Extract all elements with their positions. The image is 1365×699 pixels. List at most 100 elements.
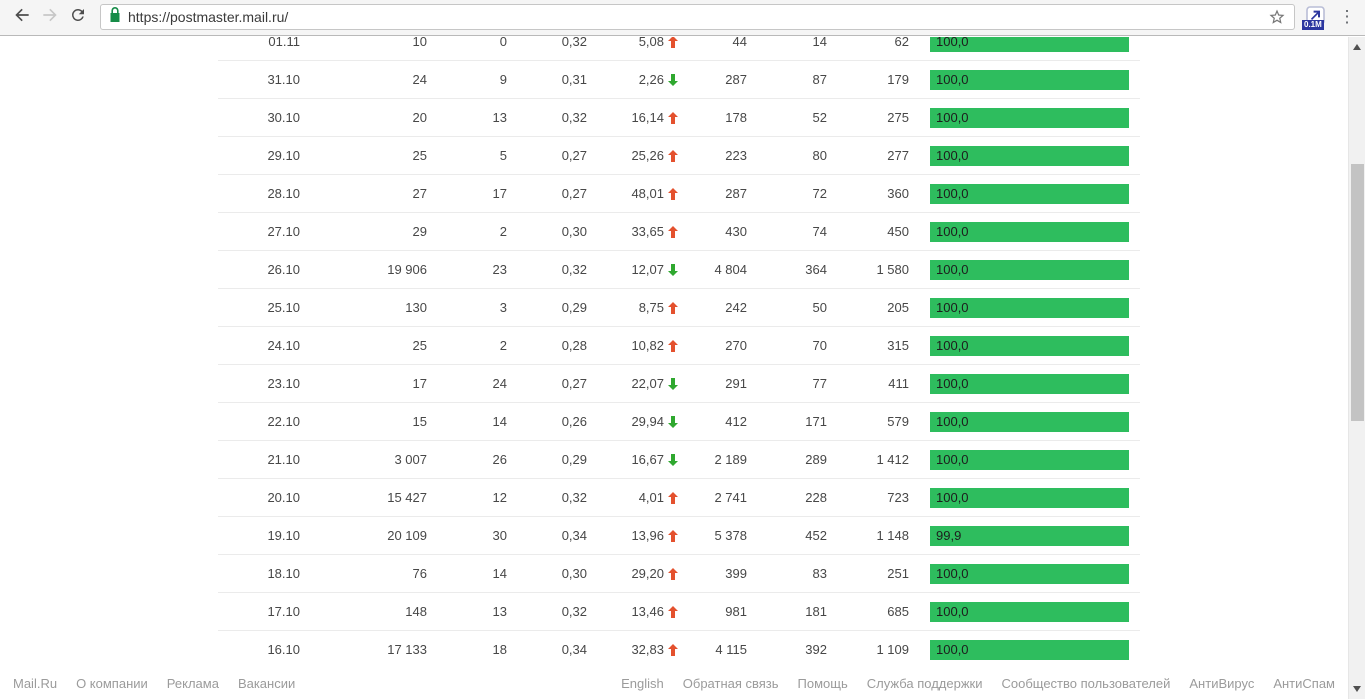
extension-icon[interactable]: 0.1M (1302, 4, 1327, 30)
trend-value: 12,07 (631, 262, 664, 277)
bar-cell: 100,0 (909, 259, 1140, 280)
value-cell: 430 (725, 224, 747, 239)
value-cell: 0,27 (561, 376, 587, 391)
footer-link[interactable]: Mail.Ru (13, 676, 58, 691)
value-cell: 2 189 (714, 452, 747, 467)
scrollbar-thumb[interactable] (1351, 164, 1364, 421)
delivery-rate-label: 100,0 (936, 375, 969, 391)
trend-cell: 10,82 (587, 338, 678, 353)
footer-link[interactable]: Сообщество пользователей (1001, 676, 1171, 691)
value-cell: 289 (805, 452, 827, 467)
footer-link[interactable]: Служба поддержки (866, 676, 983, 691)
value-cell: 25 (412, 338, 427, 353)
table-row: 25.10 130 3 0,29 8,75 242 50 205 100,0 (218, 289, 1140, 327)
bar-cell: 100,0 (909, 487, 1140, 508)
value-cell: 171 (805, 414, 827, 429)
bookmark-star-icon[interactable] (1268, 8, 1286, 26)
value-cell: 15 (412, 414, 427, 429)
value-cell: 13 (492, 604, 507, 619)
delivery-rate-bar: 99,9 (930, 525, 1129, 546)
address-bar[interactable]: https://postmaster.mail.ru/ (100, 4, 1295, 30)
value-cell: 0,27 (561, 148, 587, 163)
value-cell: 17 133 (387, 642, 427, 657)
footer-link[interactable]: Обратная связь (682, 676, 779, 691)
date-cell: 17.10 (267, 604, 300, 619)
bar-cell: 99,9 (909, 525, 1140, 546)
trend-value: 29,20 (631, 566, 664, 581)
value-cell: 0,34 (561, 528, 587, 543)
trend-value: 29,94 (631, 414, 664, 429)
value-cell: 4 804 (714, 262, 747, 277)
trend-down-icon (664, 415, 678, 428)
value-cell: 251 (887, 566, 909, 581)
value-cell: 0,32 (561, 490, 587, 505)
trend-cell: 22,07 (587, 376, 678, 391)
scrollbar-up-button[interactable] (1353, 44, 1361, 50)
scrollbar-down-button[interactable] (1353, 686, 1361, 692)
value-cell: 1 148 (876, 528, 909, 543)
value-cell: 1 109 (876, 642, 909, 657)
date-cell: 16.10 (267, 642, 300, 657)
footer-link[interactable]: О компании (76, 676, 148, 691)
trend-up-icon (664, 111, 678, 124)
date-cell: 31.10 (267, 72, 300, 87)
value-cell: 0,30 (561, 566, 587, 581)
scrollbar[interactable] (1348, 37, 1365, 699)
value-cell: 2 (499, 338, 507, 353)
value-cell: 0,29 (561, 452, 587, 467)
trend-value: 2,26 (638, 72, 664, 87)
value-cell: 72 (812, 186, 827, 201)
trend-cell: 29,94 (587, 414, 678, 429)
value-cell: 148 (405, 604, 427, 619)
delivery-rate-bar: 100,0 (930, 335, 1129, 356)
three-dots-icon: ⋮ (1338, 7, 1356, 26)
trend-cell: 12,07 (587, 262, 678, 277)
value-cell: 2 (499, 224, 507, 239)
value-cell: 275 (887, 110, 909, 125)
value-cell: 130 (405, 300, 427, 315)
footer-link[interactable]: English (621, 676, 664, 691)
trend-value: 32,83 (631, 642, 664, 657)
trend-up-icon (664, 491, 678, 504)
delivery-rate-label: 100,0 (936, 71, 969, 87)
date-cell: 20.10 (267, 490, 300, 505)
trend-value: 16,14 (631, 110, 664, 125)
footer-link[interactable]: Вакансии (237, 676, 296, 691)
footer-link[interactable]: Реклама (166, 676, 219, 691)
trend-up-icon (664, 187, 678, 200)
footer: Mail.Ru О компании Реклама Вакансии English… (0, 668, 1348, 699)
value-cell: 1 580 (876, 262, 909, 277)
footer-link[interactable]: Помощь (797, 676, 848, 691)
table-row: 20.10 15 427 12 0,32 4,01 2 741 228 723 100,0 (218, 479, 1140, 517)
table-row: 23.10 17 24 0,27 22,07 291 77 411 100,0 (218, 365, 1140, 403)
bar-cell: 100,0 (909, 335, 1140, 356)
delivery-rate-label: 100,0 (936, 603, 969, 619)
date-cell: 26.10 (267, 262, 300, 277)
footer-left-links: Mail.Ru О компании Реклама Вакансии (13, 676, 295, 691)
value-cell: 3 (499, 300, 507, 315)
value-cell: 83 (812, 566, 827, 581)
page-content: 01.11 10 0 0,32 5,08 44 14 62 100,0 31.10 24 9 0,31 2… (0, 37, 1348, 699)
browser-menu-button[interactable]: ⋮ (1337, 3, 1357, 31)
trend-value: 8,75 (638, 300, 664, 315)
back-button[interactable] (8, 3, 36, 31)
value-cell: 315 (887, 338, 909, 353)
value-cell: 52 (812, 110, 827, 125)
footer-link[interactable]: АнтиВирус (1189, 676, 1255, 691)
value-cell: 25 (412, 148, 427, 163)
forward-button[interactable] (36, 3, 64, 31)
table-row: 29.10 25 5 0,27 25,26 223 80 277 100,0 (218, 137, 1140, 175)
value-cell: 24 (492, 376, 507, 391)
value-cell: 20 109 (387, 528, 427, 543)
bar-cell: 100,0 (909, 145, 1140, 166)
footer-link[interactable]: АнтиСпам (1273, 676, 1335, 691)
trend-cell: 13,46 (587, 604, 678, 619)
reload-button[interactable] (64, 3, 92, 31)
trend-value: 10,82 (631, 338, 664, 353)
delivery-rate-label: 100,0 (936, 223, 969, 239)
value-cell: 450 (887, 224, 909, 239)
table-row: 18.10 76 14 0,30 29,20 399 83 251 100,0 (218, 555, 1140, 593)
value-cell: 399 (725, 566, 747, 581)
value-cell: 579 (887, 414, 909, 429)
trend-up-icon (664, 149, 678, 162)
